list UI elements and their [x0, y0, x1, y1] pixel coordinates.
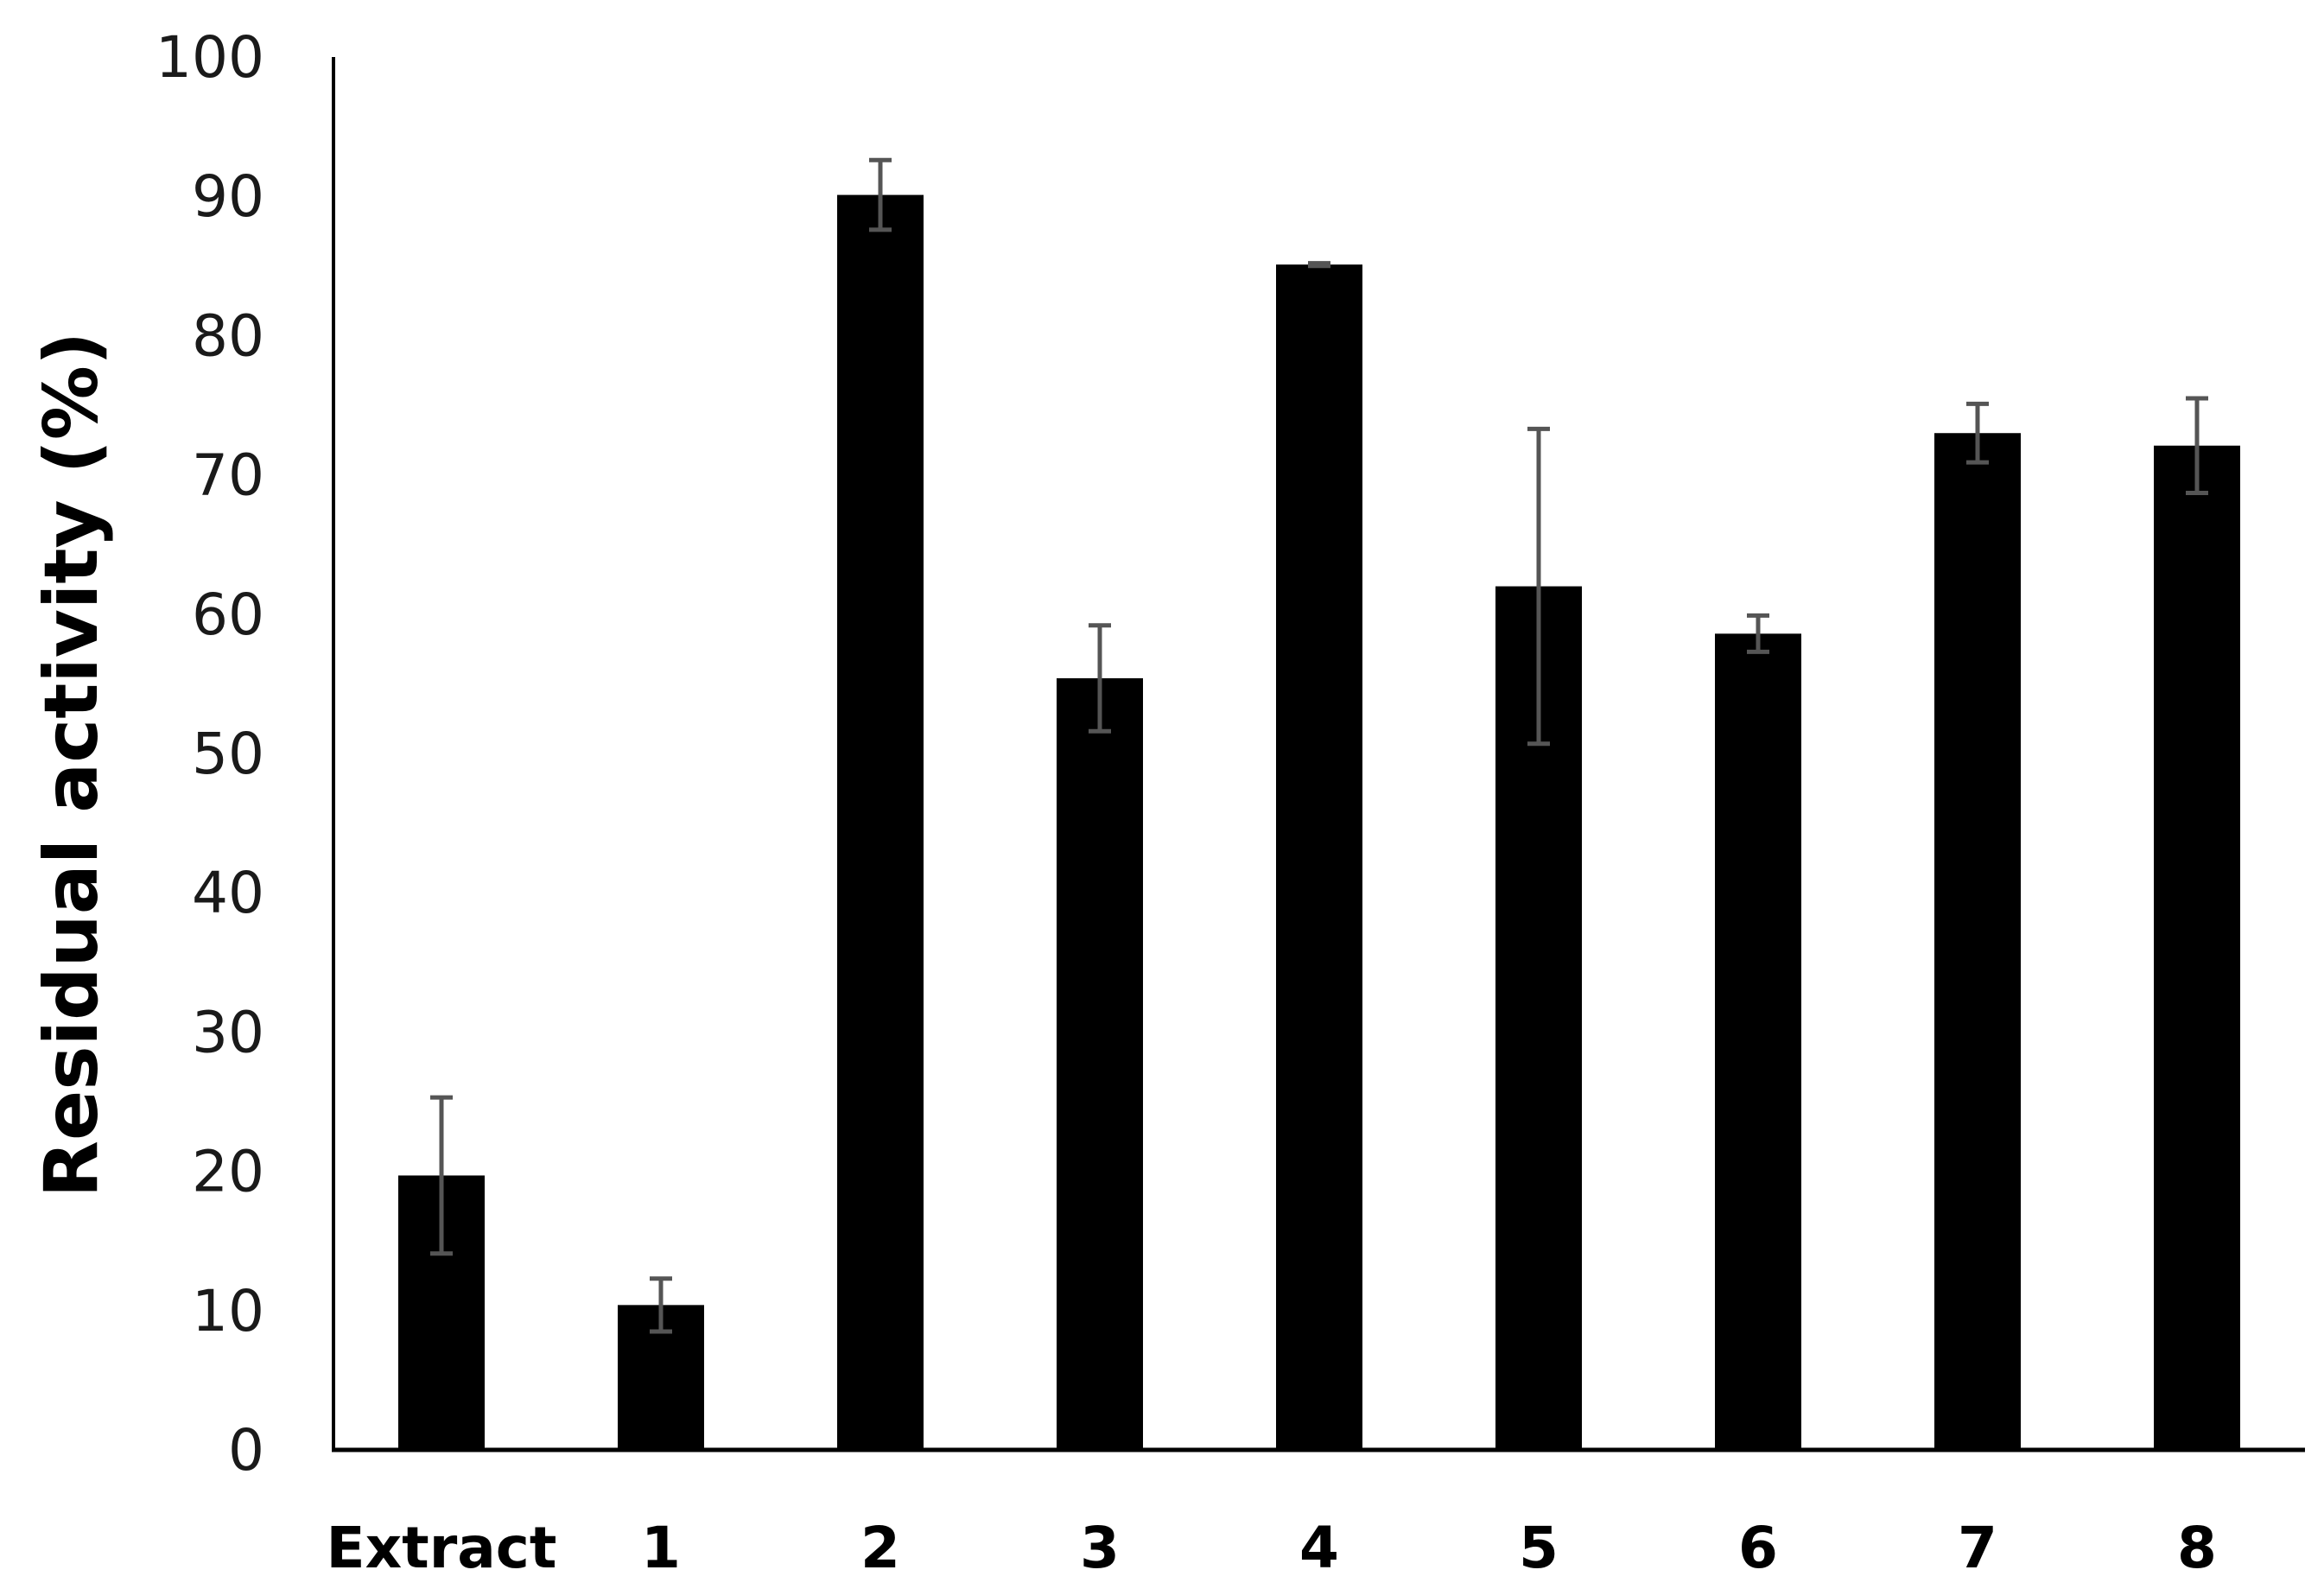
error-bar-2: [869, 157, 892, 232]
y-tick-label: 40: [192, 860, 264, 926]
bar-6: [1715, 633, 1801, 1450]
y-tick-label: 0: [228, 1417, 264, 1484]
x-category-label: 1: [641, 1515, 681, 1581]
bar-3: [1057, 677, 1143, 1450]
y-tick-label: 30: [192, 999, 264, 1065]
y-tick-label: 60: [192, 582, 264, 648]
x-category-label: 2: [860, 1515, 900, 1581]
y-tick-label: 100: [156, 24, 264, 91]
error-bar-1: [650, 1276, 672, 1334]
x-category-label: 3: [1080, 1515, 1120, 1581]
y-tick-label: 90: [192, 163, 264, 230]
error-bar-3: [1089, 623, 1111, 734]
y-tick-labels: 0 10 20 30 40 50 60 70 80 90 100: [156, 24, 264, 1484]
error-bar-5: [1527, 426, 1550, 747]
error-bar-6: [1747, 613, 1769, 654]
error-bars: [430, 157, 2208, 1334]
y-tick-label: 10: [192, 1278, 264, 1344]
error-bar-7: [1966, 401, 1989, 465]
x-category-labels: Extract 1 2 3 4 5 6 7 8: [327, 1515, 2217, 1581]
x-category-label: 6: [1738, 1515, 1778, 1581]
error-bar-Extract: [430, 1095, 453, 1256]
error-bar-4: [1308, 261, 1330, 269]
y-tick-label: 80: [192, 302, 264, 369]
axes: [332, 57, 2305, 1452]
y-tick-label: 70: [192, 442, 264, 509]
bar-4: [1276, 264, 1362, 1450]
bar-2: [837, 194, 924, 1450]
error-bar-8: [2186, 396, 2208, 496]
y-tick-label: 50: [192, 721, 264, 787]
x-category-label: Extract: [327, 1515, 557, 1581]
y-tick-label: 20: [192, 1139, 264, 1205]
x-category-label: 7: [1958, 1515, 1997, 1581]
bars: [398, 194, 2240, 1450]
x-category-label: 8: [2177, 1515, 2217, 1581]
bar-7: [1934, 433, 2021, 1450]
x-category-label: 5: [1519, 1515, 1559, 1581]
bar-8: [2154, 445, 2240, 1450]
y-axis-title: Residual activity (%): [29, 332, 115, 1198]
x-category-label: 4: [1299, 1515, 1339, 1581]
